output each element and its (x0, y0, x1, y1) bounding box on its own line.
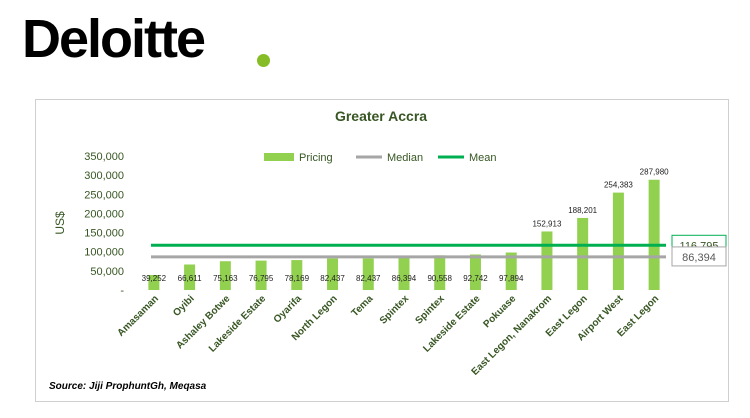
y-tick-label: 150,000 (84, 228, 124, 240)
data-label: 78,169 (285, 274, 310, 283)
bar-pricing (219, 261, 231, 290)
data-label: 76,795 (249, 274, 274, 283)
legend-label-pricing: Pricing (299, 152, 333, 164)
bar-pricing (148, 274, 160, 290)
data-label: 39,252 (142, 274, 167, 283)
y-tick-label: 250,000 (84, 189, 124, 201)
bar-pricing (469, 254, 481, 290)
data-label: 287,980 (640, 168, 669, 177)
legend-label-median: Median (387, 152, 423, 164)
median-callout-box (671, 246, 727, 267)
y-tick-label: 50,000 (90, 266, 124, 278)
logo-dot-icon (257, 54, 270, 67)
x-tick-label: Pokuase (481, 293, 518, 330)
data-label: 75,163 (213, 274, 238, 283)
chart-title: Greater Accra (335, 108, 427, 124)
deloitte-logo: Deloitte (22, 9, 206, 69)
data-label: 86,394 (392, 274, 417, 283)
bar-pricing (327, 258, 339, 290)
x-tick-label: Spintex (414, 293, 448, 327)
bar-pricing (612, 192, 624, 290)
y-tick-label: 300,000 (84, 170, 124, 182)
bar-pricing (291, 260, 303, 290)
x-tick-label: Spintex (378, 293, 412, 327)
chart-frame: Greater Accra - 50,000 100,000 150,000 200,00… (35, 99, 729, 402)
legend-label-mean: Mean (469, 152, 497, 164)
bar-pricing (398, 256, 410, 290)
x-tick-label: Amasaman (115, 293, 161, 339)
data-label: 82,437 (320, 274, 345, 283)
data-label: 254,383 (604, 181, 633, 190)
data-label: 90,558 (427, 274, 452, 283)
data-label: 82,437 (356, 274, 381, 283)
bar-pricing (648, 179, 660, 290)
data-label: 92,742 (463, 274, 488, 283)
bar-pricing (184, 264, 196, 290)
data-label: 152,913 (532, 219, 561, 228)
y-tick-label: - (120, 285, 124, 297)
data-label: 66,611 (178, 274, 202, 283)
y-tick-label: 100,000 (84, 247, 124, 259)
bar-pricing (362, 258, 374, 290)
bar-chart: Greater Accra - 50,000 100,000 150,000 200,00… (53, 108, 727, 378)
source-note: Source: Jiji ProphuntGh, Meqasa (49, 381, 207, 392)
x-tick-label: Tema (350, 293, 376, 319)
x-tick-label: Oyibi (171, 293, 197, 319)
legend-swatch-pricing (264, 153, 294, 161)
x-tick-label: Oyarifa (272, 293, 304, 325)
bar-pricing (577, 217, 589, 290)
y-tick-label: 350,000 (84, 151, 124, 163)
bar-pricing (434, 255, 446, 290)
median-callout-label: 86,394 (682, 252, 716, 264)
y-axis-label: US$ (53, 211, 67, 235)
bar-pricing (541, 231, 553, 290)
data-label: 188,201 (568, 206, 597, 215)
bar-pricing (505, 252, 517, 290)
data-label: 97,894 (499, 274, 524, 283)
bar-pricing (255, 260, 267, 290)
y-tick-label: 200,000 (84, 208, 124, 220)
